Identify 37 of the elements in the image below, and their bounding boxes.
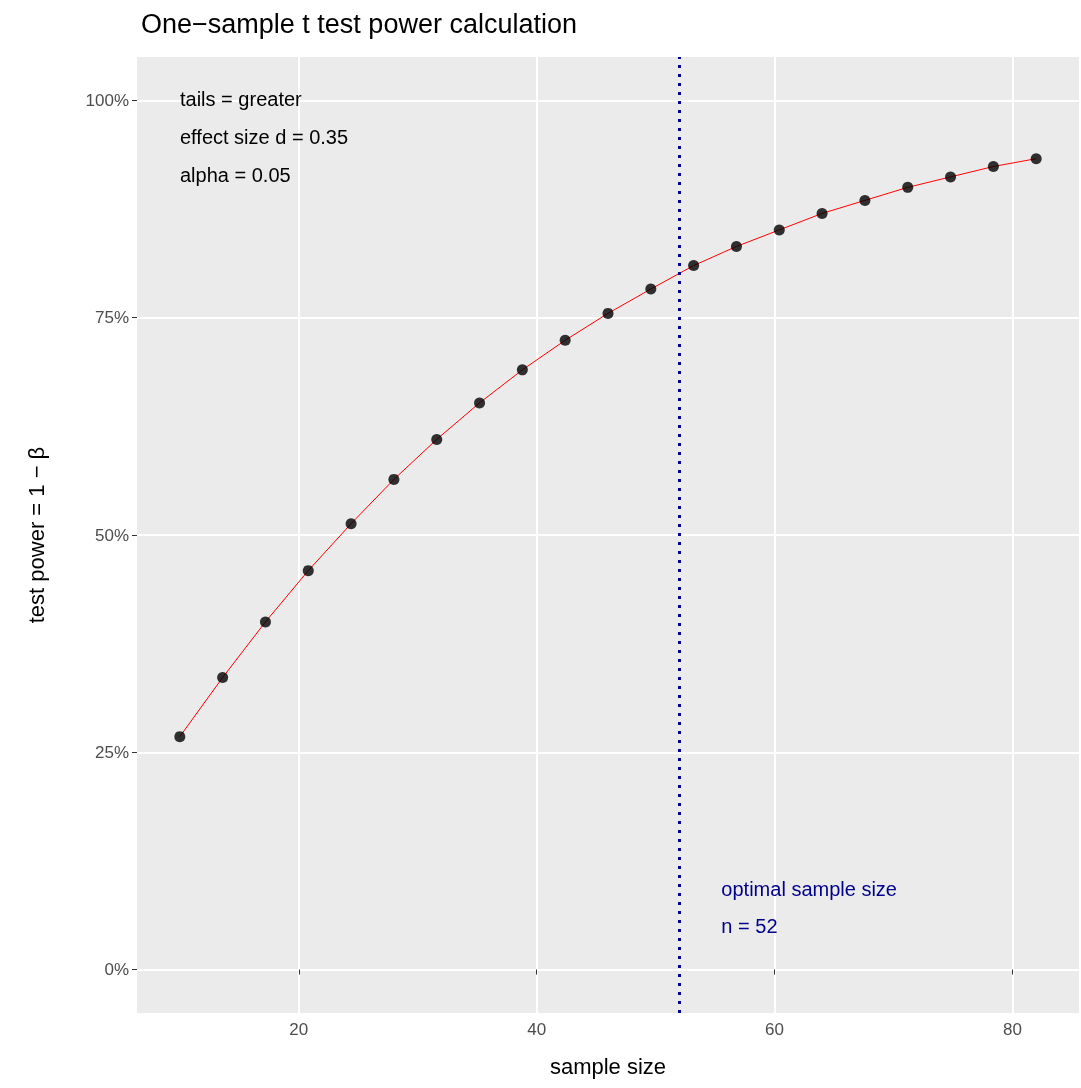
point [174,731,186,743]
x-tick-label: 80 [1002,1020,1022,1039]
point [345,518,357,530]
point [730,240,742,252]
point [388,473,400,485]
y-tick-label: 75% [94,308,129,328]
point [559,334,571,346]
annotation: alpha = 0.05 [180,164,291,186]
annotation: tails = greater [180,88,303,110]
point [259,616,271,628]
x-tick-label: 60 [765,1020,784,1039]
y-axis-title: test power = 1 − β [23,446,49,624]
point [816,207,828,219]
point [859,194,871,206]
y-tick-label: 100% [85,90,129,110]
ref-line-label: optimal sample size n = 52 [721,877,897,937]
point [902,181,914,193]
point [645,283,657,295]
point [688,260,700,272]
point [516,364,528,376]
point [474,397,486,409]
x-axis-title: sample size [549,1053,667,1079]
x-tick-label: 40 [527,1020,547,1039]
y-tick-label: 50% [94,525,129,545]
point [431,433,443,445]
y-tick-label: 25% [94,742,129,762]
x-tick-label: 20 [289,1020,309,1039]
point [302,565,314,577]
point [987,161,999,172]
point [602,307,614,319]
chart-title: One−sample t test power calculation [141,8,577,39]
annotation: effect size d = 0.35 [180,126,349,148]
y-tick-label: 0% [104,960,129,980]
point [217,672,229,684]
point [1030,153,1042,165]
point [945,171,957,183]
point [773,224,785,236]
